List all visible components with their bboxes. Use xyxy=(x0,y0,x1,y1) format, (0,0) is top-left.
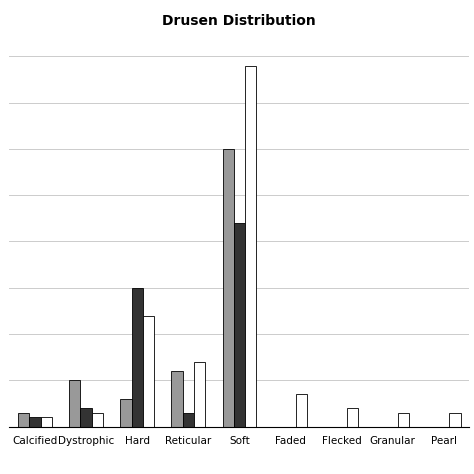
Bar xyxy=(398,413,410,427)
Bar xyxy=(29,417,41,427)
Bar xyxy=(172,371,182,427)
Bar xyxy=(69,380,81,427)
Bar xyxy=(182,413,194,427)
Title: Drusen Distribution: Drusen Distribution xyxy=(163,14,316,28)
Bar xyxy=(347,408,358,427)
Bar xyxy=(222,149,234,427)
Bar xyxy=(245,65,256,427)
Bar xyxy=(449,413,461,427)
Bar xyxy=(18,413,29,427)
Bar xyxy=(234,223,245,427)
Bar xyxy=(120,399,132,427)
Bar xyxy=(194,362,205,427)
Bar xyxy=(132,288,143,427)
Bar xyxy=(92,413,103,427)
Bar xyxy=(143,316,154,427)
Bar xyxy=(296,394,307,427)
Bar xyxy=(41,417,52,427)
Bar xyxy=(81,408,92,427)
